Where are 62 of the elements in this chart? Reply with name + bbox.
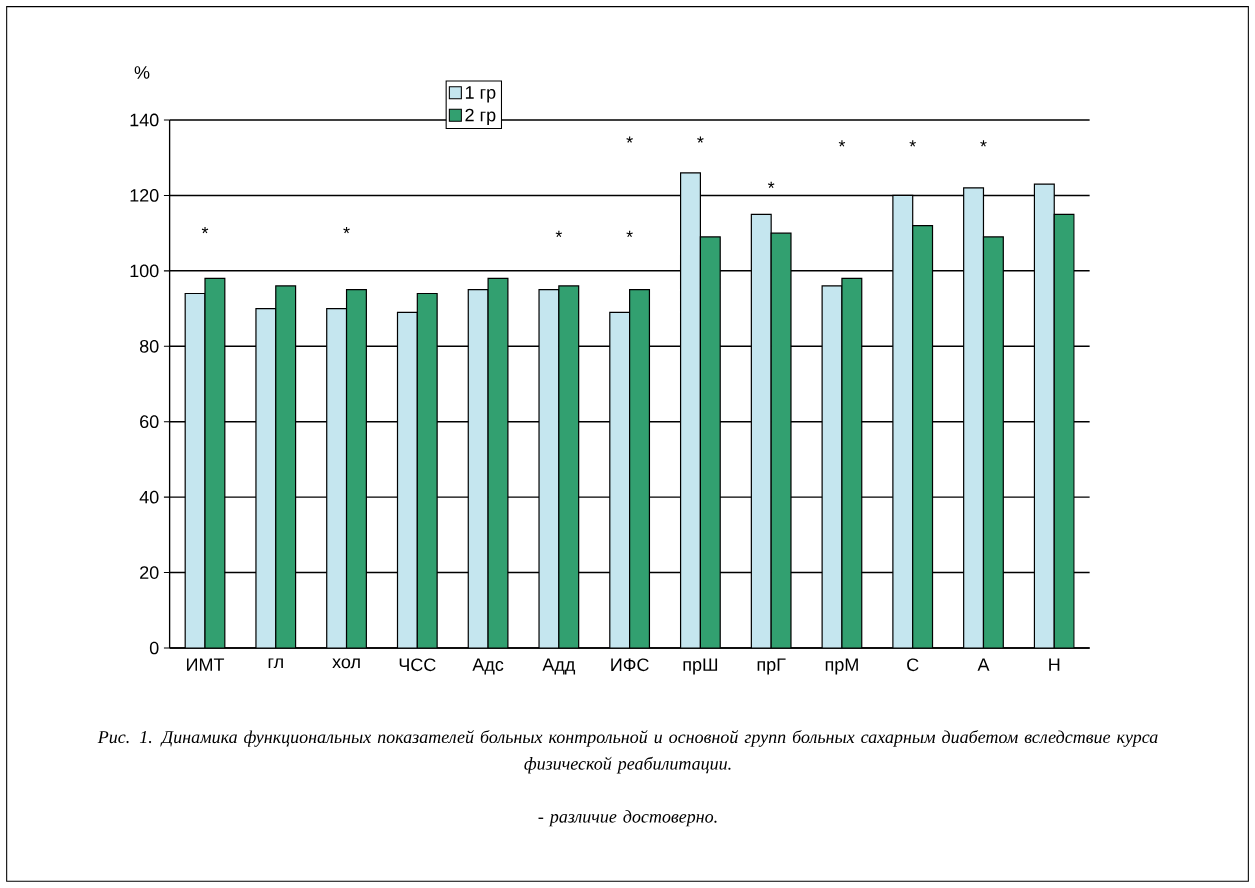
- annotation: *: [555, 230, 563, 238]
- y-axis-title: %: [134, 66, 150, 79]
- bar: [205, 278, 225, 648]
- y-tick-label: 20: [140, 566, 159, 579]
- annotation: *: [343, 226, 350, 234]
- legend-label: 2 гр: [465, 108, 496, 125]
- bar: [468, 289, 489, 648]
- x-tick-label: прМ: [825, 658, 858, 675]
- annotation: *: [697, 136, 704, 143]
- x-tick-label: гл: [268, 658, 283, 669]
- bar: [275, 285, 296, 648]
- bar: [326, 308, 347, 648]
- x-tick-label: Н: [1049, 658, 1060, 671]
- bar: [912, 225, 933, 648]
- bar: [771, 233, 791, 648]
- bar: [751, 214, 772, 648]
- text: Рис. 1. Динамика функциональных показателей больных контрольной и основной групп больных сахарным диабетом вследствие курса физической реабилитации.: [97, 730, 1158, 774]
- x-tick-label: Адс: [472, 658, 504, 675]
- x-tick-label: прГ: [757, 658, 786, 675]
- annotation: *: [626, 136, 633, 143]
- y-tick-label: 120: [130, 189, 159, 202]
- bar: [1053, 213, 1075, 648]
- x-tick-label: Адд: [542, 658, 576, 675]
- y-tick-label: 140: [130, 113, 159, 127]
- bar: [558, 285, 579, 648]
- bar: [892, 195, 913, 648]
- y-tick-label: 60: [140, 415, 159, 429]
- x-tick-label: ИФС: [611, 658, 649, 672]
- x-tick-label: А: [977, 658, 990, 671]
- x-tick-label: ЧСС: [399, 658, 436, 672]
- annotation: *: [838, 140, 846, 147]
- bar: [963, 187, 984, 648]
- annotation: *: [626, 230, 633, 238]
- bar: [841, 278, 862, 648]
- bar: [609, 312, 630, 648]
- bar: [488, 278, 508, 648]
- bar: [346, 289, 367, 648]
- y-tick-label: 40: [139, 490, 159, 504]
- bar: [700, 236, 721, 648]
- text: - различие достоверно.: [538, 810, 717, 827]
- bar: [629, 289, 650, 648]
- bar: [539, 289, 559, 648]
- y-tick-label: 80: [139, 339, 159, 353]
- bar: [255, 308, 276, 648]
- bar: [397, 312, 418, 648]
- x-tick-label: хол: [332, 658, 360, 669]
- bar: [680, 172, 701, 648]
- annotation: *: [909, 140, 916, 147]
- x-tick-label: прШ: [683, 658, 718, 675]
- bar: [185, 293, 205, 648]
- annotation: *: [980, 140, 987, 147]
- annotation: *: [767, 181, 775, 188]
- x-tick-label: ИМТ: [187, 658, 225, 671]
- x-tick-label: С: [907, 658, 919, 672]
- annotation: *: [201, 226, 209, 234]
- bar: [822, 285, 842, 648]
- bar: [1033, 183, 1055, 648]
- legend-label: 1 гр: [465, 86, 496, 103]
- bar: [417, 293, 438, 648]
- bar: [983, 236, 1004, 648]
- y-tick-label: 0: [149, 641, 159, 655]
- y-tick-label: 100: [130, 264, 159, 278]
